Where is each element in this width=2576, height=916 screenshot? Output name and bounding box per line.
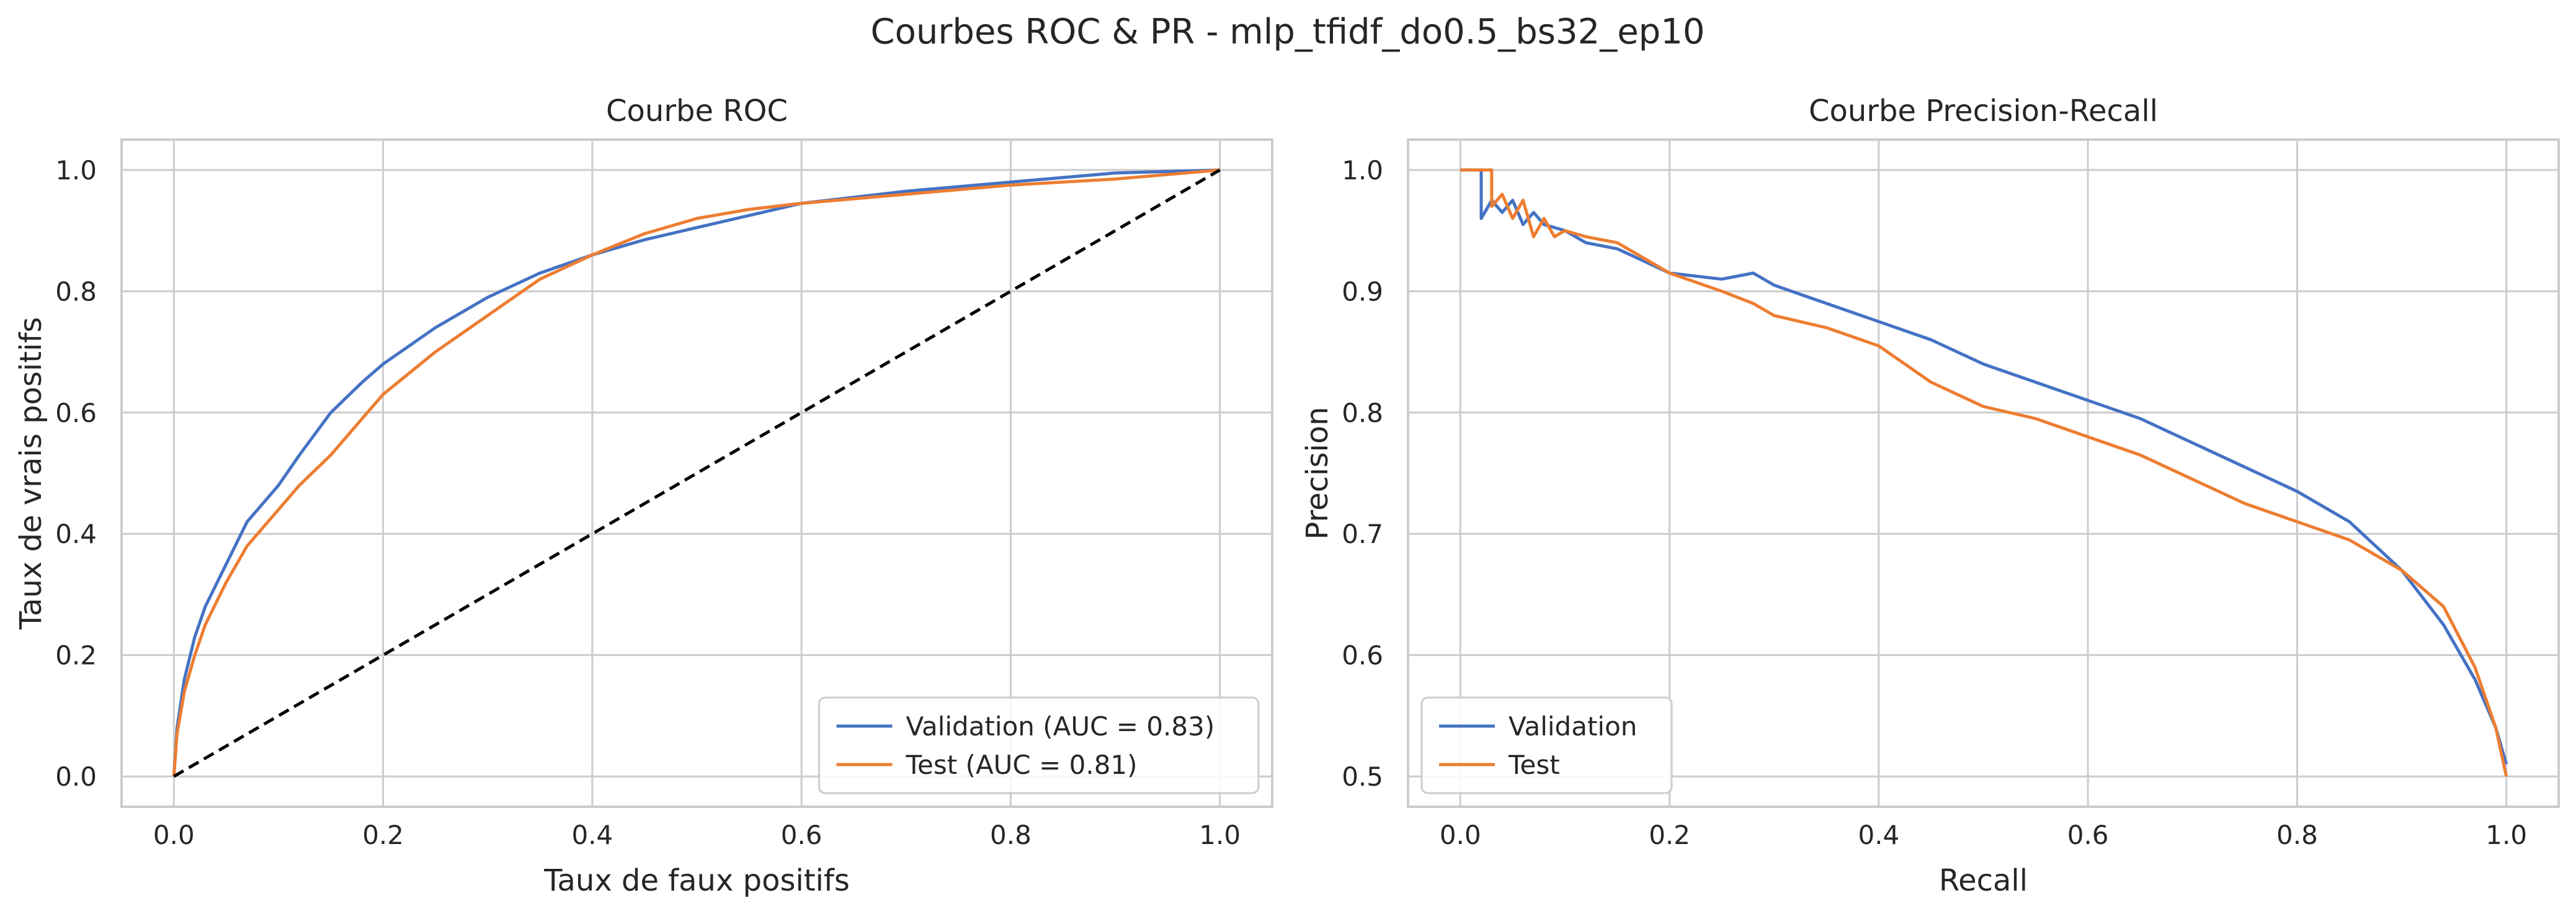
roc-x-tick-label: 0.0 — [153, 820, 195, 850]
pr-y-tick-label: 0.8 — [1342, 398, 1383, 428]
pr-y-tick-label: 0.9 — [1342, 276, 1383, 307]
pr-legend-box — [1420, 696, 1673, 794]
roc-panel-title: Courbe ROC — [606, 94, 788, 128]
roc-x-tick-label: 0.6 — [781, 820, 822, 850]
roc-series-line-test — [172, 168, 1220, 777]
pr-x-tick-label: 0.8 — [2276, 820, 2318, 850]
roc-y-tick-label: 0.6 — [55, 398, 97, 428]
pr-x-tick-label: 0.2 — [1649, 820, 1690, 850]
roc-y-tick-label: 0.8 — [55, 276, 97, 307]
roc-y-tick-label: 0.0 — [55, 761, 97, 792]
figure-title: Courbes ROC & PR - mlp_tfidf_do0.5_bs32_… — [871, 12, 1705, 52]
roc-legend-label: Test (AUC = 0.81) — [906, 750, 1138, 780]
roc-x-tick-label: 0.2 — [362, 820, 404, 850]
roc-legend-label: Validation (AUC = 0.83) — [906, 711, 1215, 742]
roc-panel: 0.0 0.2 0.4 0.6 0.8 1.0 0.0 0.2 0.4 0.6 0.8 1.0 Cour… — [14, 94, 1273, 898]
pr-legend-label: Test — [1508, 750, 1560, 780]
roc-plot-frame — [120, 138, 1273, 808]
roc-y-tick-label: 0.4 — [55, 519, 97, 549]
pr-y-tick-label: 0.6 — [1342, 640, 1383, 671]
pr-panel-title: Courbe Precision-Recall — [1809, 94, 2158, 128]
roc-y-axis-label: Taux de vrais positifs — [14, 317, 48, 631]
roc-x-tick-label: 0.4 — [571, 820, 613, 850]
pr-x-tick-label: 0.0 — [1440, 820, 1481, 850]
pr-series-line-test — [1460, 168, 2508, 777]
pr-panel: 0.0 0.2 0.4 0.6 0.8 1.0 0.5 0.6 0.7 0.8 0.9 1.0 Cour… — [1300, 94, 2560, 898]
roc-x-axis-label: Taux de faux positifs — [543, 863, 850, 898]
roc-series-line-chance-diagonal — [173, 168, 1221, 778]
roc-y-tick-label: 1.0 — [55, 155, 97, 186]
roc-legend: Validation (AUC = 0.83) Test (AUC = 0.81) — [818, 696, 1260, 794]
pr-series-line-validation — [1460, 168, 2508, 765]
pr-y-axis-label: Precision — [1300, 406, 1335, 539]
pr-plot-frame — [1407, 138, 2560, 808]
pr-x-tick-label: 0.6 — [2067, 820, 2109, 850]
pr-x-axis-label: Recall — [1939, 863, 2028, 898]
roc-legend-box — [818, 696, 1260, 794]
roc-x-tick-label: 1.0 — [1199, 820, 1241, 850]
roc-y-tick-label: 0.2 — [55, 640, 97, 671]
pr-x-tick-label: 0.4 — [1858, 820, 1899, 850]
pr-y-tick-label: 1.0 — [1342, 155, 1383, 186]
pr-y-tick-label: 0.7 — [1342, 519, 1383, 549]
pr-legend-label: Validation — [1509, 711, 1637, 742]
pr-x-tick-label: 1.0 — [2485, 820, 2527, 850]
roc-x-tick-label: 0.8 — [990, 820, 1032, 850]
pr-y-tick-label: 0.5 — [1342, 761, 1383, 792]
pr-legend: Validation Test — [1420, 696, 1673, 794]
